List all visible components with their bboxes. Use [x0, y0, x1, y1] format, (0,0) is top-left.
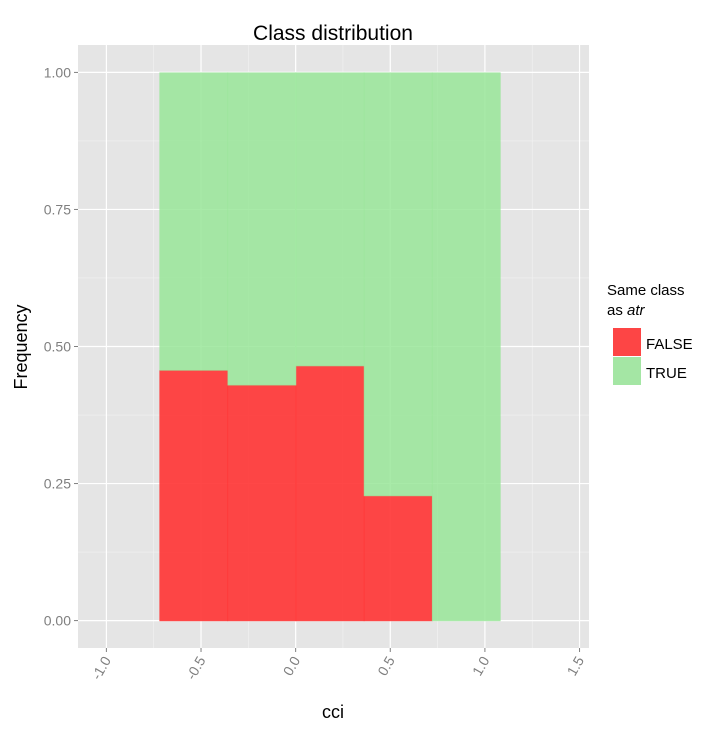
legend: Same class as atr FALSE TRUE — [607, 282, 693, 385]
x-tick-label: 0.0 — [280, 653, 304, 678]
x-tick-label: 0.5 — [374, 653, 398, 678]
x-axis-title: cci — [322, 702, 344, 722]
x-tick-label: 1.5 — [564, 653, 588, 678]
y-tick-label: 0.25 — [44, 476, 71, 492]
bar-false — [363, 495, 433, 622]
legend-title-line1: Same class — [607, 282, 685, 299]
legend-key-false — [613, 328, 641, 356]
y-axis-title: Frequency — [11, 304, 31, 389]
bar-true — [159, 72, 229, 371]
y-tick-label: 0.50 — [44, 339, 71, 355]
bar-false — [159, 370, 229, 622]
x-tick-label: -0.5 — [183, 653, 209, 682]
bar-true — [295, 72, 365, 367]
bar-true — [431, 72, 501, 622]
bar-true — [227, 72, 297, 386]
bar-true — [363, 72, 433, 497]
x-tick-label: -1.0 — [88, 653, 114, 682]
y-tick-label: 0.75 — [44, 201, 71, 217]
x-axis-ticks: -1.0 -0.5 0.0 0.5 1.0 1.5 — [88, 648, 587, 682]
y-tick-label: 0.00 — [44, 613, 71, 629]
x-tick-label: 1.0 — [469, 653, 493, 678]
legend-title-italic: atr — [627, 302, 646, 319]
bar-false — [227, 384, 297, 622]
legend-label-false: FALSE — [646, 336, 693, 353]
bars — [159, 72, 501, 622]
legend-title-line2: as atr — [607, 302, 646, 319]
bar-false — [295, 365, 365, 622]
legend-title-prefix: as — [607, 302, 627, 319]
chart-title: Class distribution — [253, 22, 413, 45]
legend-key-true — [613, 357, 641, 385]
y-tick-label: 1.00 — [44, 64, 71, 80]
y-axis-ticks: 0.00 0.25 0.50 0.75 1.00 — [44, 64, 78, 629]
legend-label-true: TRUE — [646, 365, 687, 382]
